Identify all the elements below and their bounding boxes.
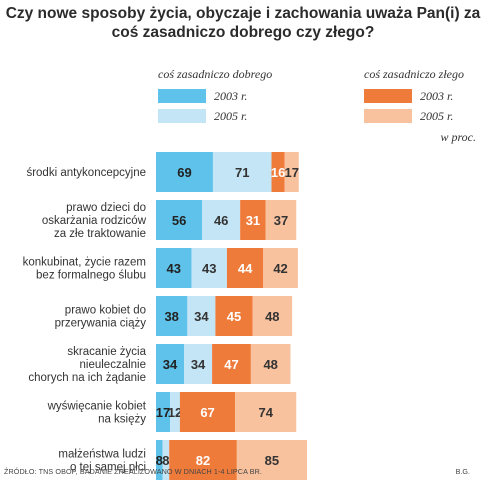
bar-value-label: 85 — [265, 453, 279, 468]
bar-segment — [284, 152, 299, 192]
bar-segment — [236, 440, 307, 480]
bar-segment — [240, 200, 266, 240]
bar-segment — [202, 200, 241, 240]
bar-segment — [265, 200, 297, 240]
bar-value-label: 42 — [273, 261, 287, 276]
legend-swatch — [158, 89, 206, 103]
bar-value-label: 48 — [263, 357, 277, 372]
bar-segment — [212, 152, 272, 192]
category-label: konkubinat, życie razem bez formalnego śl… — [23, 257, 146, 282]
bar-segment — [170, 392, 180, 432]
bar-value-label: 45 — [227, 309, 241, 324]
legend-swatch — [158, 109, 206, 123]
legend-label: 2003 r. — [420, 89, 454, 103]
bar-value-label: 31 — [246, 213, 260, 228]
bar-value-label: 82 — [196, 453, 210, 468]
bar-value-label: 67 — [200, 405, 214, 420]
legend-group-bad: coś zasadniczo złego — [364, 67, 464, 81]
bar-segment — [162, 440, 170, 480]
bar-segment — [250, 344, 291, 384]
bar-segment — [263, 248, 298, 288]
author-credit: B.G. — [455, 467, 470, 476]
category-label: prawo dzieci do oskarżania rodziców za złe… — [42, 202, 147, 240]
legend-swatch — [364, 89, 412, 103]
bar-value-label: 38 — [164, 309, 178, 324]
bar-segment — [235, 392, 297, 432]
legend-label: 2003 r. — [214, 89, 248, 103]
legend-label: 2005 r. — [214, 109, 248, 123]
bar-value-label: 16 — [271, 165, 285, 180]
legend-swatch — [364, 109, 412, 123]
bar-value-label: 47 — [224, 357, 238, 372]
bar-value-label: 43 — [202, 261, 216, 276]
unit-label: w proc. — [440, 130, 476, 144]
bar-segment — [156, 296, 188, 336]
bar-value-label: 71 — [235, 165, 249, 180]
category-label: wyświęcanie kobiet na księży — [47, 401, 147, 426]
bar-segment — [184, 344, 213, 384]
bar-value-label: 34 — [163, 357, 178, 372]
bar-segment — [179, 392, 236, 432]
bar-value-label: 69 — [177, 165, 191, 180]
bar-segment — [156, 344, 185, 384]
bar-value-label: 56 — [172, 213, 186, 228]
bar-segment — [156, 152, 213, 192]
bar-value-label: 48 — [265, 309, 279, 324]
category-label: małżeństwa ludzi o tej samej płci — [58, 449, 146, 474]
bar-value-label: 12 — [168, 405, 182, 420]
bar-segment — [215, 296, 253, 336]
bar-segment — [156, 392, 171, 432]
bar-segment — [187, 296, 216, 336]
bar-value-label: 43 — [167, 261, 181, 276]
bar-segment — [226, 248, 264, 288]
bar-value-label: 17 — [284, 165, 298, 180]
bar-value-label: 74 — [258, 405, 273, 420]
category-label: skracanie życia nieuleczalnie chorych na i… — [28, 346, 146, 384]
bar-segment — [156, 248, 192, 288]
bar-segment — [252, 296, 293, 336]
bar-segment — [271, 152, 285, 192]
bar-segment — [169, 440, 237, 480]
bar-segment — [212, 344, 251, 384]
bar-value-label: 8 — [162, 453, 169, 468]
legend-label: 2005 r. — [420, 109, 454, 123]
source-note: ŹRÓDŁO: TNS OBOP, BADANIE ZREALIZOWANO W… — [4, 467, 262, 476]
bar-segment — [191, 248, 227, 288]
bar-value-label: 34 — [191, 357, 206, 372]
bar-value-label: 17 — [156, 405, 170, 420]
bar-value-label: 37 — [274, 213, 288, 228]
bar-value-label: 34 — [194, 309, 209, 324]
category-label: prawo kobiet do przerywania ciąży — [55, 305, 147, 330]
legend-group-good: coś zasadniczo dobrego — [158, 67, 273, 81]
bar-value-label: 44 — [238, 261, 253, 276]
category-label: środki antykoncepcyjne — [26, 167, 146, 179]
bar-segment — [156, 440, 163, 480]
bar-value-label: 8 — [156, 453, 163, 468]
chart-title: Czy nowe sposoby życia, obyczaje i zacho… — [5, 5, 481, 41]
bar-value-label: 46 — [214, 213, 228, 228]
bar-segment — [156, 200, 203, 240]
